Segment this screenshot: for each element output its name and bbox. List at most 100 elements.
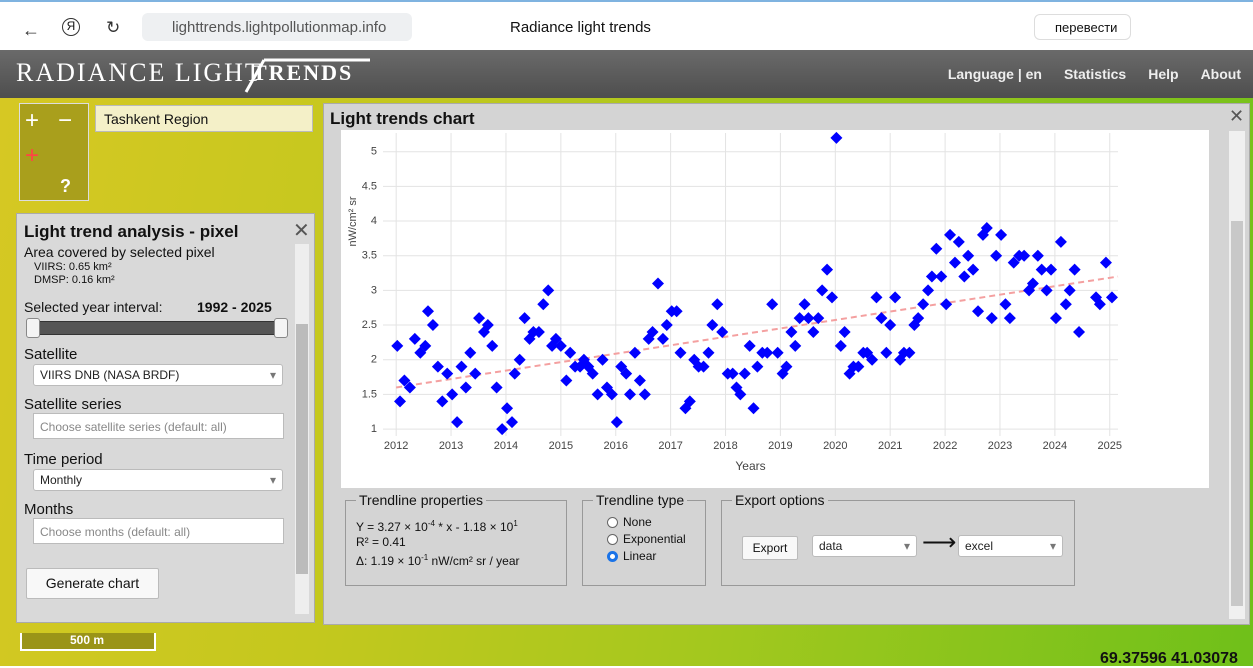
nav-link[interactable]: Statistics bbox=[1064, 66, 1126, 82]
period-select[interactable]: Monthly▾ bbox=[33, 469, 283, 491]
data-point bbox=[799, 298, 811, 310]
data-point bbox=[958, 271, 970, 283]
data-point bbox=[748, 402, 760, 414]
data-point bbox=[884, 319, 896, 331]
x-tick-label: 2013 bbox=[439, 440, 463, 452]
data-point bbox=[1032, 250, 1044, 262]
data-point bbox=[875, 312, 887, 324]
data-point bbox=[460, 381, 472, 393]
dmsp-area: DMSP: 0.16 km² bbox=[34, 274, 115, 286]
data-point bbox=[944, 229, 956, 241]
data-point bbox=[391, 340, 403, 352]
data-point bbox=[446, 388, 458, 400]
y-tick-label: 4 bbox=[371, 215, 377, 227]
formula-part: nW/cm² sr / year bbox=[428, 554, 519, 568]
radio-label: Linear bbox=[623, 548, 656, 565]
months-input[interactable]: Choose months (default: all) bbox=[33, 518, 284, 544]
scrollbar[interactable] bbox=[295, 244, 309, 614]
nav-link[interactable]: Language | en bbox=[948, 66, 1042, 82]
radio[interactable] bbox=[607, 551, 618, 562]
data-point bbox=[409, 333, 421, 345]
data-point bbox=[807, 326, 819, 338]
url-field[interactable]: lighttrends.lightpollutionmap.info bbox=[142, 13, 412, 41]
back-button[interactable]: ← bbox=[22, 20, 40, 41]
radio[interactable] bbox=[607, 517, 618, 528]
data-point bbox=[624, 388, 636, 400]
satellite-select[interactable]: VIIRS DNB (NASA BRDF)▾ bbox=[33, 364, 283, 386]
data-point bbox=[972, 305, 984, 317]
data-point bbox=[922, 284, 934, 296]
reload-button[interactable]: ↻ bbox=[106, 18, 120, 38]
help-tool[interactable]: ? bbox=[60, 176, 71, 197]
radio-option[interactable]: Linear bbox=[593, 548, 695, 565]
y-tick-label: 4.5 bbox=[362, 180, 377, 192]
data-point bbox=[486, 340, 498, 352]
data-point bbox=[652, 277, 664, 289]
chart-panel-title: Light trends chart bbox=[330, 109, 475, 129]
translate-label: перевести bbox=[1055, 20, 1117, 35]
y-tick-label: 1.5 bbox=[362, 388, 377, 400]
data-point bbox=[592, 388, 604, 400]
data-point bbox=[953, 236, 965, 248]
data-point bbox=[703, 347, 715, 359]
months-placeholder: Choose months (default: all) bbox=[40, 525, 190, 539]
data-point bbox=[839, 326, 851, 338]
map-toolbar: + − + ? bbox=[19, 103, 89, 201]
zoom-in[interactable]: + bbox=[25, 109, 39, 133]
search-box[interactable]: Tashkent Region bbox=[95, 105, 313, 132]
translate-button[interactable]: перевести bbox=[1034, 14, 1131, 40]
scale-bar: 500 m bbox=[20, 633, 156, 651]
data-point bbox=[506, 416, 518, 428]
close-button[interactable]: ✕ bbox=[293, 218, 310, 243]
data-point bbox=[455, 361, 467, 373]
formula-line: R² = 0.41 bbox=[356, 535, 556, 550]
zoom-out[interactable]: − bbox=[58, 109, 72, 133]
export-button[interactable]: Export bbox=[742, 536, 798, 560]
generate-button[interactable]: Generate chart bbox=[26, 568, 159, 599]
data-point bbox=[519, 312, 531, 324]
site-header: RADIANCE LIGHT TRENDS Language | enStati… bbox=[0, 50, 1253, 98]
close-button[interactable]: ✕ bbox=[1229, 106, 1244, 127]
data-point bbox=[491, 381, 503, 393]
period-label: Time period bbox=[24, 451, 103, 468]
yandex-icon[interactable]: Я bbox=[62, 18, 80, 36]
x-tick-label: 2016 bbox=[603, 440, 627, 452]
format-select[interactable]: data▾ bbox=[812, 535, 917, 557]
scrollbar[interactable] bbox=[1229, 131, 1245, 619]
slider-handle[interactable] bbox=[26, 318, 40, 338]
data-point bbox=[1073, 326, 1085, 338]
data-point bbox=[739, 368, 751, 380]
series-placeholder: Choose satellite series (default: all) bbox=[40, 420, 227, 434]
target-select[interactable]: excel▾ bbox=[958, 535, 1063, 557]
data-point bbox=[940, 298, 952, 310]
format-value: data bbox=[819, 539, 842, 553]
options: NoneExponentialLinear bbox=[593, 510, 695, 565]
data-point bbox=[789, 340, 801, 352]
export-options: Export options Export data▾ ⟶ excel▾ bbox=[721, 492, 1075, 586]
y-tick-label: 2.5 bbox=[362, 319, 377, 331]
x-tick-label: 2023 bbox=[988, 440, 1012, 452]
data-point bbox=[473, 312, 485, 324]
year-slider[interactable] bbox=[29, 321, 285, 335]
x-tick-label: 2025 bbox=[1098, 440, 1122, 452]
nav-link[interactable]: Help bbox=[1148, 66, 1178, 82]
formula-part: 1 bbox=[513, 519, 517, 528]
radio-option[interactable]: None bbox=[593, 514, 695, 531]
months-label: Months bbox=[24, 501, 73, 518]
nav: Language | en Statistics Help About bbox=[948, 66, 1241, 82]
x-tick-label: 2017 bbox=[658, 440, 682, 452]
radio-option[interactable]: Exponential bbox=[593, 531, 695, 548]
x-tick-label: 2012 bbox=[384, 440, 408, 452]
data-point bbox=[949, 257, 961, 269]
area-label: Area covered by selected pixel bbox=[24, 244, 215, 260]
nav-link[interactable]: About bbox=[1201, 66, 1241, 82]
slider-handle[interactable] bbox=[274, 318, 288, 338]
series-input[interactable]: Choose satellite series (default: all) bbox=[33, 413, 284, 439]
formula-line: Δ: 1.19 × 10-1 nW/cm² sr / year bbox=[356, 550, 556, 569]
radio[interactable] bbox=[607, 534, 618, 545]
logo-left: RADIANCE LIGHT bbox=[16, 58, 263, 88]
scale-label: 500 m bbox=[70, 633, 104, 647]
pixel-tool[interactable]: + bbox=[25, 144, 39, 168]
x-tick-label: 2021 bbox=[878, 440, 902, 452]
